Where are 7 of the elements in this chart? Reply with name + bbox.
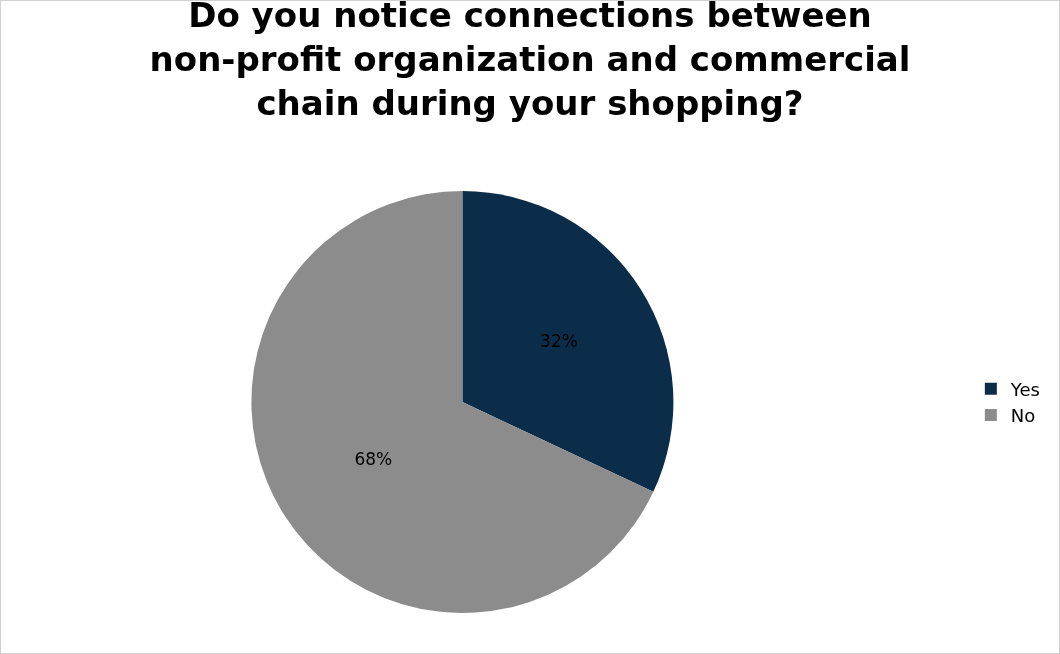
pie-slice — [251, 191, 654, 613]
legend-label: No — [1010, 405, 1036, 427]
legend-label: Yes — [1009, 378, 1040, 400]
chart-title: Do you notice connections between non-profit organization and commercial chain during your shopping? — [149, 0, 911, 124]
data-label: 32% — [540, 330, 578, 351]
pie-slice — [462, 191, 673, 492]
data-label: 68% — [354, 448, 393, 469]
